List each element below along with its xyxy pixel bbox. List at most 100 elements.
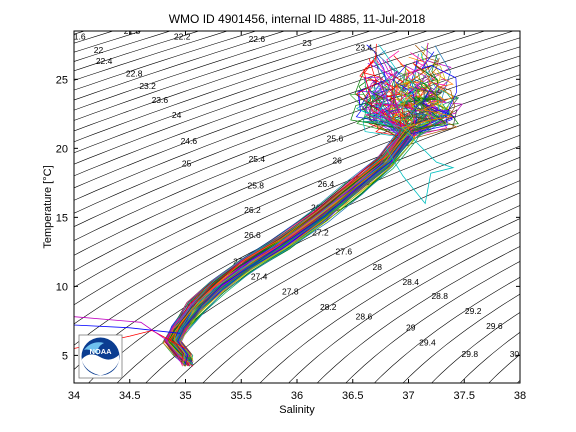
isopycnal-label: 23 (302, 38, 312, 48)
x-axis-label: Salinity (279, 404, 315, 416)
isopycnal-line (88, 145, 520, 383)
isopycnal-label: 23.2 (139, 81, 156, 91)
isopycnal-label: 22.2 (174, 31, 191, 41)
isopycnal-label: 25 (182, 158, 192, 168)
isopycnal-label: 29.2 (465, 306, 482, 316)
isopycnal-line (74, 83, 520, 272)
x-tick-label: 35 (179, 390, 191, 402)
x-tick-label: 34.5 (119, 390, 140, 402)
profile-line (177, 87, 448, 365)
isopycnal-line (568, 24, 576, 390)
isopycnal-label: 29.6 (486, 321, 503, 331)
isopycnal-line (74, 31, 315, 111)
isopycnal-line (74, 64, 520, 241)
isopycnal-label: 21.8 (124, 26, 141, 36)
isopycnal-label: 26.6 (244, 230, 261, 240)
isopycnal-label: 22.8 (126, 69, 143, 79)
isopycnal-line (74, 31, 372, 132)
profile-line (175, 63, 430, 361)
x-tick-label: 35.5 (231, 390, 252, 402)
isopycnal-line (345, 261, 520, 383)
isopycnal-label: 27.4 (251, 271, 268, 281)
isopycnal-line (74, 31, 400, 143)
isopycnal-line (74, 55, 520, 227)
profile-line (165, 76, 422, 360)
profile-line (173, 71, 455, 365)
isopycnal-label: 29.8 (462, 349, 479, 359)
x-tick-label: 37.5 (454, 390, 475, 402)
y-tick-label: 15 (56, 212, 68, 224)
isopycnal-lines (0, 24, 576, 390)
isopycnal-label: 22.6 (249, 34, 266, 44)
isopycnal-label: 22 (94, 45, 104, 55)
isopycnal-line (74, 93, 520, 288)
isopycnal-line (288, 231, 520, 383)
x-tick-label: 34 (68, 390, 80, 402)
isopycnal-line (74, 113, 520, 325)
x-tick-label: 36.5 (342, 390, 363, 402)
x-tick-label: 36 (291, 390, 303, 402)
isopycnal-label: 23.4 (356, 42, 373, 52)
isopycnal-line (74, 31, 486, 177)
profile-line (172, 102, 439, 359)
isopycnal-label: 27 (233, 256, 243, 266)
isopycnal-label: 29.4 (419, 338, 436, 348)
x-tick-label: 37 (402, 390, 414, 402)
isopycnal-label: 21.4 (74, 22, 91, 32)
isopycnal-label: 28.4 (402, 277, 419, 287)
x-axis: 34 34.5 35 35.5 36 36.5 37 37.5 38 (68, 31, 526, 402)
isopycnal-label: 24.6 (181, 136, 198, 146)
profile-line (166, 59, 400, 362)
float-profiles (74, 42, 463, 367)
isopycnal-line (0, 24, 21, 390)
profile-line (167, 82, 447, 364)
isopycnal-line (373, 276, 520, 383)
isopycnal-line (74, 31, 458, 165)
profile-line (167, 82, 414, 361)
chart-title: WMO ID 4901456, internal ID 4885, 11-Jul… (169, 12, 426, 26)
isopycnal-label: 26.2 (244, 205, 261, 215)
profile-line-outlier (385, 134, 455, 205)
isopycnal-label: 27.8 (282, 287, 299, 297)
isopycnal-label: 28.2 (320, 302, 337, 312)
isopycnal-label: 24 (172, 110, 182, 120)
profile-line-outlier (74, 324, 180, 334)
isopycnal-label: 25.8 (247, 180, 264, 190)
isopycnal-label: 25.4 (249, 154, 266, 164)
isopycnal-label: 27.6 (336, 247, 353, 257)
isopycnal-line (74, 31, 343, 121)
profile-line-outlier (74, 316, 170, 342)
isopycnal-label: 28.8 (431, 291, 448, 301)
isopycnal-line (539, 24, 576, 390)
noaa-logo-text: NOAA (89, 347, 112, 356)
isopycnal-label: 28.6 (356, 312, 373, 322)
isopycnal-label: 21.6 (69, 31, 86, 41)
y-tick-label: 20 (56, 143, 68, 155)
isopycnal-line (431, 312, 520, 383)
isopycnal-line (74, 103, 520, 306)
profile-line (167, 90, 445, 362)
y-axis-label: Temperature [°C] (42, 165, 54, 248)
profile-line (177, 89, 451, 363)
isopycnal-line (316, 246, 520, 383)
isopycnal-line (74, 31, 515, 189)
noaa-logo: NOAA (78, 334, 123, 379)
isopycnal-line (402, 293, 520, 383)
isopycnal-line (74, 74, 520, 256)
isopycnal-line (173, 180, 520, 383)
profile-line (164, 98, 439, 361)
isopycnal-label: 26.4 (318, 179, 335, 189)
isopycnal-label: 30 (510, 349, 520, 359)
y-tick-label: 10 (56, 281, 68, 293)
x-tick-label: 38 (514, 390, 526, 402)
isopycnal-label: 28 (373, 262, 383, 272)
isopycnal-line (145, 168, 520, 383)
isopycnal-line (74, 31, 257, 91)
isopycnal-line (230, 205, 520, 383)
isopycnal-line (259, 218, 520, 383)
isopycnal-line (202, 192, 520, 383)
isopycnal-label: 23.6 (152, 95, 169, 105)
isopycnal-label: 22.4 (96, 56, 113, 66)
y-tick-label: 25 (56, 74, 68, 86)
